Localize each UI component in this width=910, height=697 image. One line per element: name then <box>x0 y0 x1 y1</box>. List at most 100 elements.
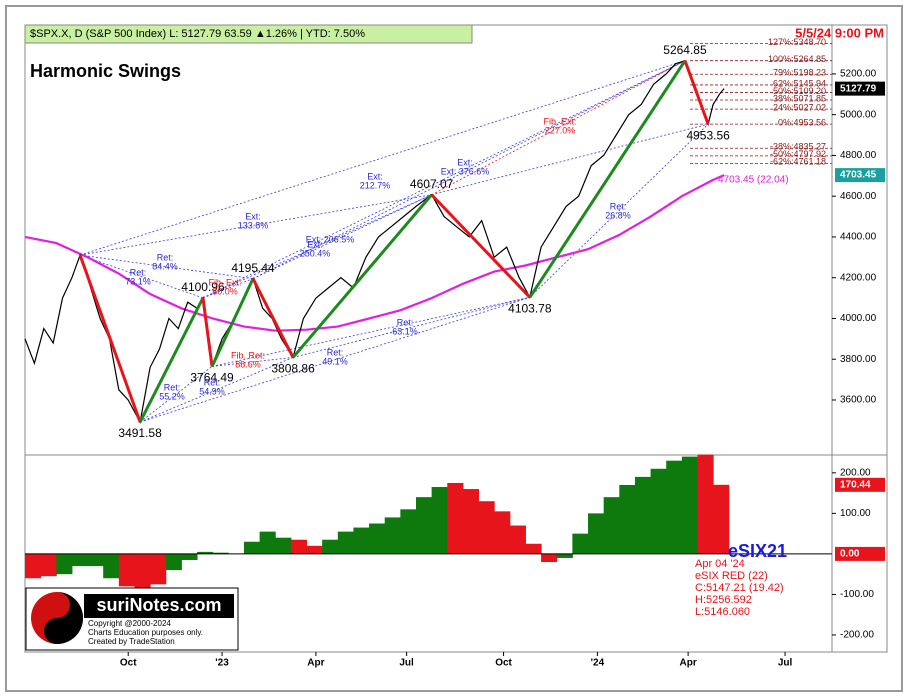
swing-label: 4607.07 <box>410 177 454 191</box>
y-tick-label: -100.00 <box>840 589 874 600</box>
ratio-line <box>431 123 709 196</box>
indicator-name: eSIX21 <box>728 541 787 561</box>
annotation: 88.6% <box>235 359 261 369</box>
esix-bar <box>541 553 558 563</box>
annotation: Ret: <box>610 201 627 211</box>
esix-bar <box>306 545 323 554</box>
fib-label: 38%:5071.85 <box>773 93 826 103</box>
y-tick-label: 4800.00 <box>840 150 877 161</box>
esix-bar <box>87 553 104 567</box>
indicator-info: L:5146.060 <box>695 606 750 618</box>
esix-last: 170.44 <box>840 479 871 490</box>
fib-label: 50%:5109.20 <box>773 86 826 96</box>
fib-label: 127%:5348.70 <box>768 37 826 47</box>
swing-label: 3764.49 <box>190 371 234 385</box>
esix-last-box <box>835 477 885 492</box>
x-tick-label: '23 <box>215 658 229 669</box>
esix-bar <box>509 525 526 554</box>
swing-leg <box>683 60 710 125</box>
annotation: 55.2% <box>159 391 185 401</box>
swing-leg <box>251 277 295 359</box>
ratio-line <box>79 60 686 256</box>
esix-bar <box>118 553 135 587</box>
esix-bar <box>71 553 89 567</box>
fib-label: -38%:4835.27 <box>770 142 826 152</box>
annotation: 26.8% <box>605 210 631 220</box>
ratio-line <box>529 123 709 298</box>
x-tick-label: Jul <box>399 658 414 669</box>
ratio-line <box>252 194 432 279</box>
esix-bar <box>181 553 198 560</box>
logo-name: suriNotes.com <box>96 595 221 615</box>
header: $SPX.X, D (S&P 500 Index) L: 5127.79 63.… <box>30 28 365 40</box>
esix-bar <box>400 509 417 554</box>
annotation: 133.8% <box>238 220 269 230</box>
annotation: Ext: <box>307 239 323 249</box>
y-tick-label: 200.00 <box>840 467 871 478</box>
annotation: Ext: <box>367 171 383 181</box>
esix-bar <box>25 553 42 579</box>
swing-label: 4103.78 <box>508 301 552 315</box>
swing-leg <box>430 193 531 299</box>
swing-leg <box>138 297 205 423</box>
chart-title: Harmonic Swings <box>30 61 181 81</box>
ratio-line <box>202 194 432 299</box>
esix-bar <box>572 533 589 554</box>
esix-bar <box>713 484 730 554</box>
logo-icon-half <box>44 592 83 644</box>
esix-bar <box>134 553 151 591</box>
esix-bar <box>337 531 354 554</box>
indicator-info: eSIX RED (22) <box>695 570 768 582</box>
esix-bar <box>415 497 433 554</box>
annotation: Ext: <box>245 211 261 221</box>
ratio-line <box>292 296 530 358</box>
ratio-line <box>139 296 530 423</box>
ratio-line <box>79 254 254 280</box>
y-tick-label: 5200.00 <box>840 69 877 80</box>
swing-leg <box>291 193 433 359</box>
annotation: Fib. Ret: <box>231 350 265 360</box>
annotation: Ret: <box>204 377 221 387</box>
esix-bar <box>650 468 667 554</box>
annotation: Fib. Ext: <box>208 277 241 287</box>
esix-bar <box>353 527 370 554</box>
esix-bar <box>603 497 620 554</box>
esix-bar <box>290 539 308 554</box>
y-tick-label: 5000.00 <box>840 109 877 120</box>
x-tick-label: Apr <box>679 658 696 669</box>
esix-bar <box>588 513 605 554</box>
price-last-box <box>835 81 885 96</box>
y-tick-label: -200.00 <box>840 630 874 641</box>
annotation: Ret: <box>164 382 181 392</box>
price-last: 5127.79 <box>840 83 877 94</box>
ma-last: 4703.45 <box>840 170 877 181</box>
swing-label: 5264.85 <box>663 43 707 57</box>
esix-bar <box>369 523 386 554</box>
annotation: Ret: <box>157 252 174 262</box>
swing-leg <box>78 254 142 423</box>
swing-leg <box>210 277 255 368</box>
timestamp: 5/5/24 9:00 PM <box>795 25 884 40</box>
y-tick-label: 4600.00 <box>840 191 877 202</box>
x-tick-label: Oct <box>120 658 137 669</box>
esix-bar <box>56 553 73 575</box>
swing-leg <box>528 59 687 299</box>
swing-label: 4100.96 <box>181 280 225 294</box>
swing-leg <box>201 297 214 367</box>
annotation: 227.0% <box>545 125 576 135</box>
esix-bar <box>619 484 636 554</box>
esix-bar <box>494 511 511 554</box>
esix-bar <box>681 456 698 554</box>
esix-bar <box>478 501 495 554</box>
y-tick-label: 4000.00 <box>840 313 877 324</box>
ma-last-box <box>835 168 885 183</box>
esix-bar <box>165 553 182 571</box>
ratio-line <box>79 254 204 299</box>
esix-bar <box>697 454 714 554</box>
annotation: Ext: <box>457 157 473 167</box>
esix-bar <box>525 543 542 554</box>
annotation: 84.4% <box>152 261 178 271</box>
y-tick-label: 3800.00 <box>840 354 877 365</box>
annotation: 80.0% <box>212 286 238 296</box>
